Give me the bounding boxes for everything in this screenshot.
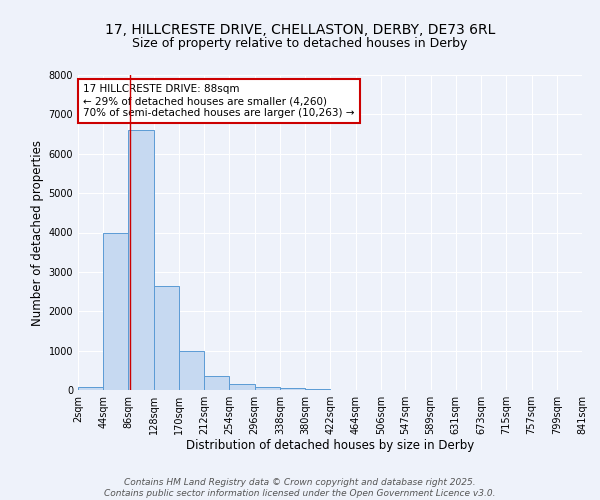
Y-axis label: Number of detached properties: Number of detached properties	[31, 140, 44, 326]
Bar	[78, 387, 103, 390]
Bar	[204, 376, 229, 390]
Text: Size of property relative to detached houses in Derby: Size of property relative to detached ho…	[133, 38, 467, 51]
Text: 17, HILLCRESTE DRIVE, CHELLASTON, DERBY, DE73 6RL: 17, HILLCRESTE DRIVE, CHELLASTON, DERBY,…	[105, 22, 495, 36]
Text: 17 HILLCRESTE DRIVE: 88sqm
← 29% of detached houses are smaller (4,260)
70% of s: 17 HILLCRESTE DRIVE: 88sqm ← 29% of deta…	[83, 84, 355, 117]
Bar	[229, 384, 254, 390]
Bar	[154, 286, 179, 390]
Bar	[280, 388, 305, 390]
Bar	[128, 130, 154, 390]
Text: Contains HM Land Registry data © Crown copyright and database right 2025.
Contai: Contains HM Land Registry data © Crown c…	[104, 478, 496, 498]
Bar	[103, 232, 128, 390]
Bar	[305, 389, 331, 390]
Bar	[179, 350, 204, 390]
Bar	[254, 387, 280, 390]
X-axis label: Distribution of detached houses by size in Derby: Distribution of detached houses by size …	[186, 438, 474, 452]
